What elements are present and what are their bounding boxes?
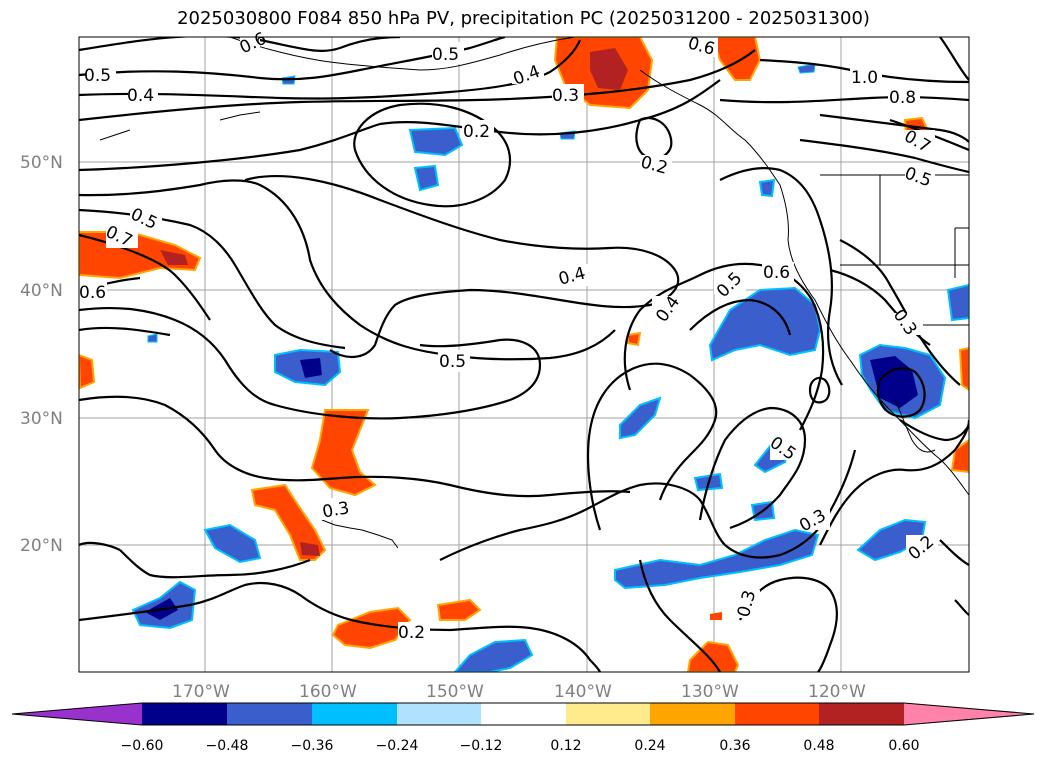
precip-blob [300, 358, 322, 378]
contour-label: 0.6 [763, 263, 790, 283]
colorbar-segment [142, 703, 227, 725]
colorbar-segment [819, 703, 904, 725]
map-background [79, 37, 969, 672]
precip-blob [710, 612, 722, 620]
precip-blob [619, 396, 662, 440]
precip-blob [627, 331, 642, 347]
colorbar-extend-low [12, 703, 142, 725]
colorbar-tick-label: −0.24 [376, 738, 419, 754]
longitude-label: 130°W [681, 682, 739, 702]
precip-blob [710, 37, 762, 81]
precip-blob [614, 528, 820, 590]
coastlines [99, 37, 969, 549]
precip-blob [203, 523, 262, 564]
colorbar-extend-high [904, 703, 1034, 725]
colorbar-segment [735, 703, 819, 725]
colorbar-segment [566, 703, 650, 725]
contour-label: 0.5 [432, 45, 459, 65]
colorbar-ticks: −0.60 −0.48 −0.36 −0.24 −0.12 0.12 0.24 … [121, 738, 920, 754]
colorbar-outline [11, 702, 1035, 726]
colorbar-tick-label: 0.24 [634, 738, 665, 754]
precip-blob [408, 126, 464, 157]
contour-label: 0.5 [84, 66, 111, 86]
precip-blob [147, 333, 158, 343]
precip-blob [708, 286, 822, 362]
colorbar-segment [227, 703, 312, 725]
latitude-labels: 50°N 40°N 30°N 20°N [20, 153, 63, 556]
longitude-label: 160°W [299, 682, 357, 702]
latitude-label: 40°N [20, 281, 63, 301]
latitude-label: 20°N [20, 536, 63, 556]
precip-blob [331, 606, 412, 650]
contour-label: 1.0 [851, 68, 878, 88]
longitude-labels: 170°W 160°W 150°W 140°W 130°W 120°W [172, 682, 866, 702]
colorbar: −0.60 −0.48 −0.36 −0.24 −0.12 0.12 0.24 … [11, 702, 1035, 754]
contour-label: 0.5 [439, 352, 466, 372]
precip-blob [946, 283, 969, 322]
colorbar-tick-label: −0.48 [206, 738, 249, 754]
colorbar-segment [312, 703, 397, 725]
longitude-label: 140°W [554, 682, 612, 702]
colorbar-tick-label: 0.36 [719, 738, 750, 754]
precip-blob [413, 164, 440, 192]
precip-blob [797, 63, 816, 74]
latitude-label: 30°N [20, 409, 63, 429]
colorbar-segment [397, 703, 481, 725]
colorbar-tick-label: −0.60 [121, 738, 164, 754]
colorbar-tick-label: −0.36 [291, 738, 334, 754]
contour-label: 0.3 [552, 86, 579, 106]
longitude-label: 120°W [808, 682, 866, 702]
precip-blob [79, 353, 96, 390]
contour-label: 0.8 [889, 88, 916, 108]
precip-blob [590, 48, 628, 90]
contour-label: 0.2 [463, 122, 490, 142]
colorbar-segment [481, 703, 566, 725]
map-title: 2025030800 F084 850 hPa PV, precipitatio… [177, 8, 870, 29]
contour-label: 0.3 [321, 498, 351, 522]
latitude-label: 50°N [20, 153, 63, 173]
precip-blob [250, 483, 327, 561]
precip-blob [950, 438, 969, 474]
precip-blob [453, 638, 534, 672]
colorbar-segment [650, 703, 735, 725]
precip-blob [958, 346, 969, 392]
longitude-label: 170°W [172, 682, 230, 702]
precip-blob [300, 542, 320, 556]
precip-blob [310, 409, 377, 497]
map-frame [78, 36, 970, 673]
colorbar-tick-label: 0.12 [550, 738, 581, 754]
colorbar-tick-label: −0.12 [460, 738, 503, 754]
contour-labels: 0.5 0.4 0.5 0.4 0.3 0.6 1.0 0.8 0.2 0.2 … [79, 29, 938, 644]
precip-blob [436, 598, 482, 621]
longitude-label: 150°W [426, 682, 484, 702]
precip-blob [758, 178, 776, 198]
precip-blob [160, 250, 188, 265]
colorbar-tick-label: 0.60 [888, 738, 919, 754]
contour-label: 0.4 [127, 86, 154, 106]
contour-label: 0.2 [398, 623, 425, 643]
precip-blob [856, 518, 927, 562]
colorbar-tick-label: 0.48 [803, 738, 834, 754]
contour-label: 0.6 [79, 283, 106, 303]
